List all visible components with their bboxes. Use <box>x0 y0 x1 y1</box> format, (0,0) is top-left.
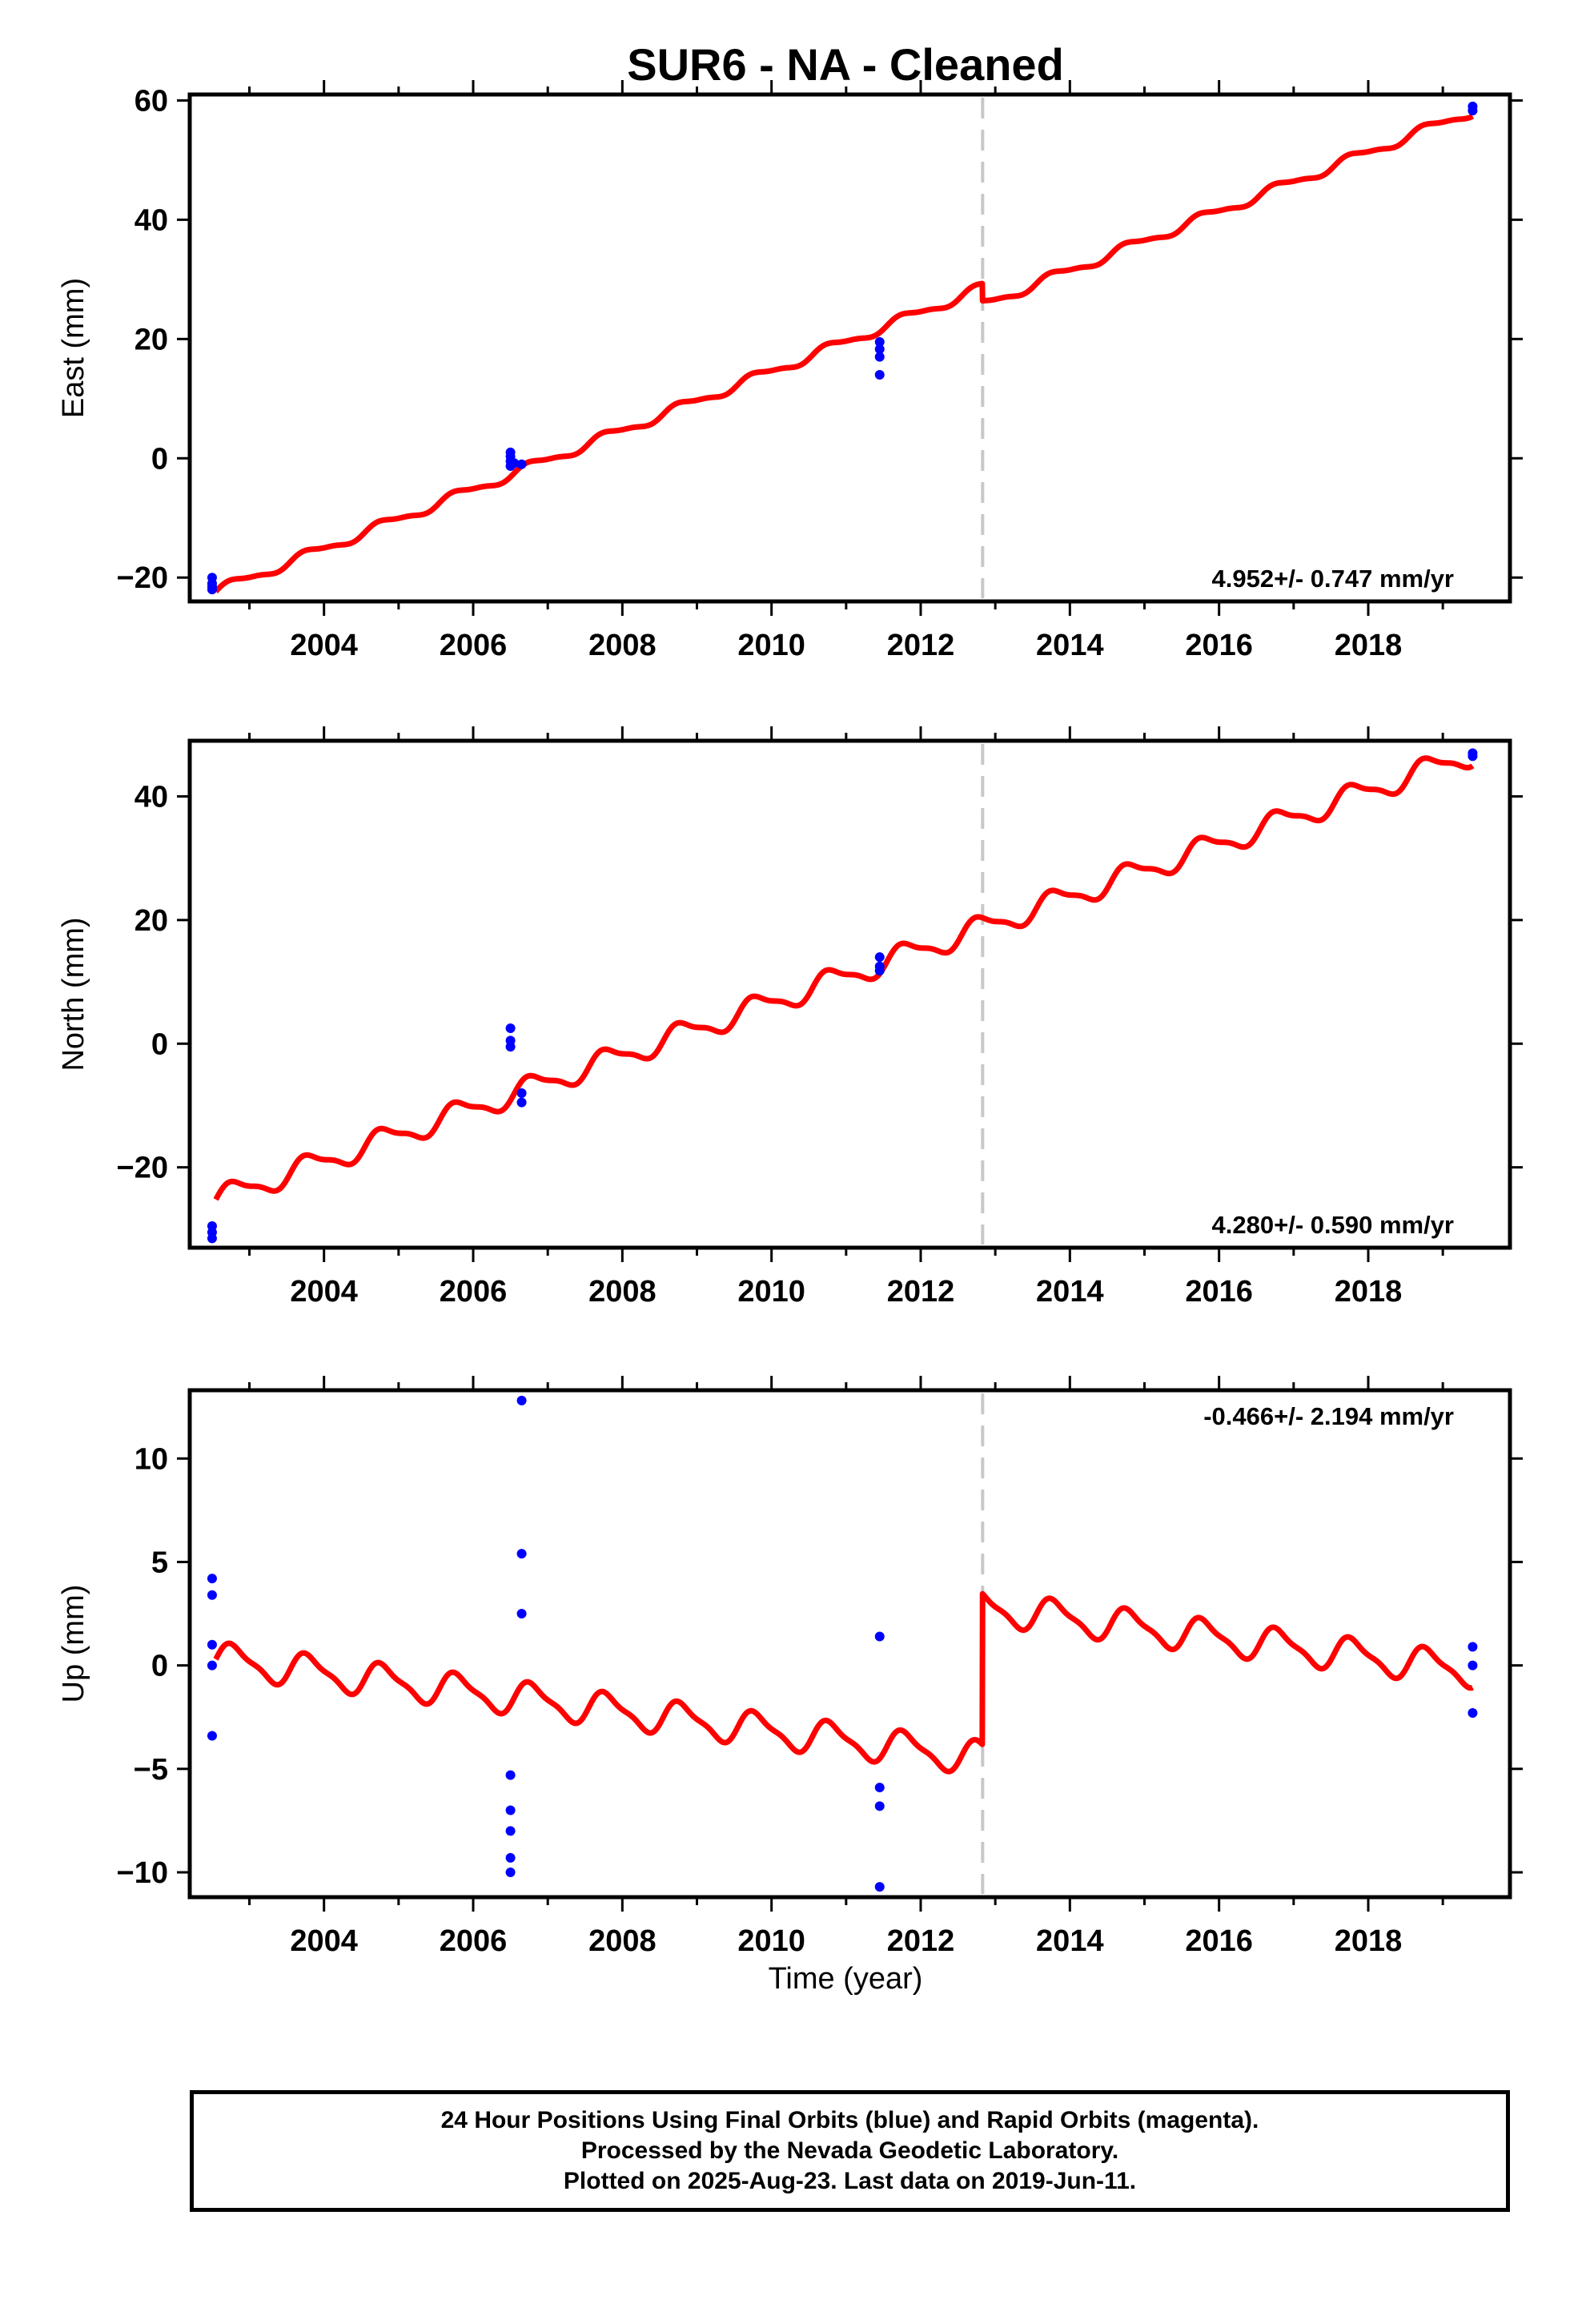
east-data-point <box>509 458 520 468</box>
up-x-tick-label: 2004 <box>290 1924 358 1958</box>
north-x-tick-label: 2004 <box>290 1275 358 1309</box>
up-data-point <box>505 1826 516 1836</box>
up-y-tick-label: −5 <box>134 1753 168 1787</box>
north-x-tick-label: 2012 <box>887 1275 955 1309</box>
up-x-tick-label: 2014 <box>1036 1924 1104 1958</box>
north-data-point <box>505 1042 516 1052</box>
east-data-point <box>874 370 885 380</box>
up-data-point <box>207 1639 217 1650</box>
up-data-point <box>505 1805 516 1815</box>
up-data-point <box>207 1731 217 1741</box>
north-y-tick-label: 0 <box>151 1027 168 1061</box>
panels: 2004 2006 2008 2010 2012 2014 2016 2018−2002040… <box>57 80 1523 1958</box>
up-data-point <box>505 1770 516 1780</box>
east-data-point <box>874 344 885 354</box>
east-y-tick-label: 20 <box>135 323 168 356</box>
figure-title: SUR6 - NA - Cleaned <box>627 39 1064 90</box>
north-x-tick-label: 2008 <box>588 1275 656 1309</box>
up-data-point <box>505 1867 516 1877</box>
east-x-tick-label: 2016 <box>1185 629 1253 662</box>
north-y-tick-label: 20 <box>135 904 168 938</box>
footer-line-3: Plotted on 2025-Aug-23. Last data on 201… <box>563 2168 1137 2194</box>
east-data-point <box>1468 106 1478 116</box>
north-panel: 2004 2006 2008 2010 2012 2014 2016 2018 −20 0 20 40… <box>57 726 1523 1309</box>
north-data-point <box>207 1233 217 1244</box>
up-y-tick-label: 0 <box>151 1650 168 1683</box>
east-x-tick-label: 2006 <box>440 629 508 662</box>
north-model-line <box>213 755 1476 1202</box>
up-data-point <box>1468 1642 1478 1652</box>
up-data-point <box>505 1852 516 1863</box>
east-x-tick-label: 2004 <box>290 629 358 662</box>
north-data-point <box>516 1088 527 1099</box>
north-x-tick-label: 2018 <box>1335 1275 1403 1309</box>
north-y-tick-label: −20 <box>117 1152 168 1185</box>
up-data-point <box>516 1395 527 1405</box>
north-data-point <box>874 952 885 963</box>
up-model-line <box>213 1590 1476 1775</box>
east-y-tick-label: 40 <box>135 203 168 237</box>
up-y-tick-label: −10 <box>117 1856 168 1890</box>
up-x-tick-label: 2016 <box>1185 1924 1253 1958</box>
up-data-point <box>1468 1708 1478 1719</box>
east-y-tick-label: −20 <box>117 561 168 595</box>
north-data-point <box>1468 751 1478 762</box>
north-data-point <box>516 1097 527 1108</box>
north-y-axis-label: North (mm) <box>57 917 90 1071</box>
east-x-tick-label: 2014 <box>1036 629 1104 662</box>
footer-line-1: 24 Hour Positions Using Final Orbits (bl… <box>440 2107 1259 2133</box>
up-data-point <box>874 1783 885 1793</box>
east-y-axis-label: East (mm) <box>57 278 90 418</box>
up-plot-frame <box>187 1388 1512 1900</box>
up-x-tick-label: 2012 <box>887 1924 955 1958</box>
up-data-point <box>516 1549 527 1559</box>
up-x-tick-label: 2008 <box>588 1924 656 1958</box>
east-y-tick-label: 60 <box>135 84 168 118</box>
up-x-tick-label: 2006 <box>440 1924 508 1958</box>
up-data-point <box>207 1660 217 1671</box>
up-rate-label: -0.466+/- 2.194 mm/yr <box>1203 1402 1454 1430</box>
north-data-point <box>505 1023 516 1033</box>
north-x-tick-label: 2010 <box>737 1275 805 1309</box>
up-x-tick-label: 2010 <box>737 1924 805 1958</box>
up-data-point <box>207 1574 217 1584</box>
east-data-point <box>874 337 885 348</box>
up-data-point <box>874 1801 885 1811</box>
east-rate-label: 4.952+/- 0.747 mm/yr <box>1212 565 1454 593</box>
footer-line-2: Processed by the Nevada Geodetic Laborat… <box>580 2137 1119 2164</box>
up-y-tick-label: 5 <box>151 1546 168 1579</box>
x-axis-label: Time (year) <box>769 1962 923 1996</box>
east-model-line <box>213 113 1476 594</box>
up-x-tick-label: 2018 <box>1335 1924 1403 1958</box>
up-data-point <box>1468 1660 1478 1671</box>
up-data-point <box>207 1590 217 1600</box>
east-x-tick-label: 2012 <box>887 629 955 662</box>
up-panel: 2004 2006 2008 2010 2012 2014 2016 2018 −10 −5 0 5 1… <box>57 1376 1523 1958</box>
up-data-point <box>516 1609 527 1619</box>
north-plot-frame <box>187 738 1512 1250</box>
east-x-tick-label: 2018 <box>1335 629 1403 662</box>
north-x-tick-label: 2016 <box>1185 1275 1253 1309</box>
east-x-tick-label: 2008 <box>588 629 656 662</box>
up-y-axis-label: Up (mm) <box>57 1585 90 1703</box>
north-x-tick-label: 2006 <box>440 1275 508 1309</box>
north-x-tick-label: 2014 <box>1036 1275 1104 1309</box>
east-x-tick-label: 2010 <box>737 629 805 662</box>
east-data-point <box>874 352 885 362</box>
up-y-tick-label: 10 <box>135 1442 168 1476</box>
east-plot-frame <box>187 92 1512 604</box>
footer-box: 24 Hour Positions Using Final Orbits (bl… <box>190 2090 1510 2212</box>
east-panel: 2004 2006 2008 2010 2012 2014 2016 2018 −20 0 20 40… <box>57 80 1523 662</box>
up-data-point <box>874 1631 885 1642</box>
east-data-point <box>207 581 217 592</box>
east-y-tick-label: 0 <box>151 442 168 476</box>
east-data-point <box>516 459 527 469</box>
up-data-point <box>874 1882 885 1892</box>
north-rate-label: 4.280+/- 0.590 mm/yr <box>1212 1211 1454 1239</box>
north-data-point <box>874 966 885 976</box>
north-y-tick-label: 40 <box>135 780 168 814</box>
